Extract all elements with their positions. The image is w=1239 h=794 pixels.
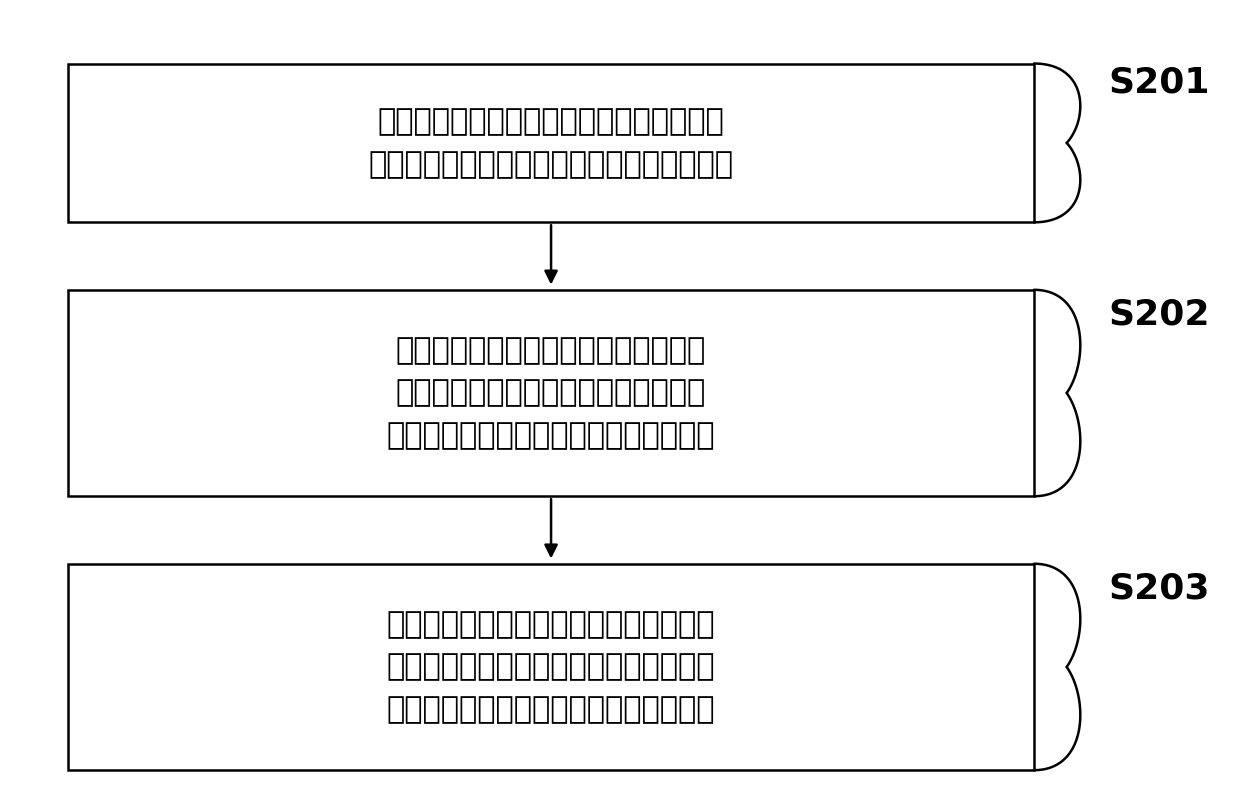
Bar [68, 64, 1035, 222]
Bar [68, 290, 1035, 496]
Text: S203: S203 [1109, 572, 1209, 606]
Text: S201: S201 [1109, 66, 1209, 99]
Text: 数据验证节点确认互联链中的至少一个其
它验证节点接收到标识信息后，向数据收
发节点反馈包括标识信息的接入成功信息: 数据验证节点确认互联链中的至少一个其 它验证节点接收到标识信息后，向数据收 发节… [387, 610, 715, 724]
Text: S202: S202 [1109, 298, 1209, 332]
Text: 互联链的数据验证节点接收平行链的数据收
发节点发出的将平行链接入互联链的接入请求: 互联链的数据验证节点接收平行链的数据收 发节点发出的将平行链接入互联链的接入请求 [368, 107, 733, 179]
Text: 响应于接入请求，数据验证节点生成至
少包括第一共识算法的标识信息，存储
标识信息，并将标识信息广播在互联链中: 响应于接入请求，数据验证节点生成至 少包括第一共识算法的标识信息，存储 标识信息… [387, 336, 715, 450]
Bar [68, 564, 1035, 770]
